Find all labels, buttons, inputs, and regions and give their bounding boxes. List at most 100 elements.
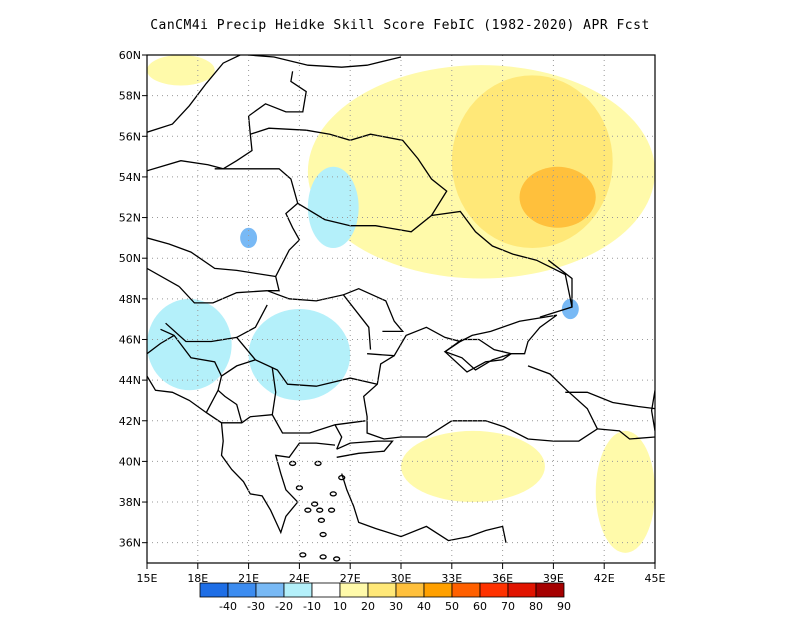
boundary-line [336, 440, 394, 458]
colorbar-swatch [199, 582, 229, 598]
island-outline [338, 475, 346, 481]
colorbar-label: 50 [445, 600, 459, 613]
island-outline [317, 517, 326, 523]
boundary-line [214, 168, 301, 292]
boundary-line [147, 267, 180, 288]
colorbar-label: -30 [247, 600, 265, 613]
colorbar-swatch [255, 582, 285, 598]
island-outline [333, 556, 341, 562]
latitude-tick-label: 58N [119, 90, 141, 103]
colorbar-swatch [311, 582, 341, 598]
colorbar-label: 20 [361, 600, 375, 613]
latitude-tick-label: 48N [119, 293, 141, 306]
latitude-tick-label: 38N [119, 496, 141, 509]
island-outline [329, 491, 337, 497]
island-outline [319, 531, 327, 538]
boundary-line [221, 414, 273, 424]
boundary-line [650, 390, 655, 432]
colorbar-label: -20 [275, 600, 293, 613]
colorbar-swatch [423, 582, 453, 598]
latitude-tick-label: 60N [119, 49, 141, 62]
boundary-line [248, 55, 402, 68]
skill-score-shading [147, 55, 655, 553]
latitude-tick-label: 42N [119, 415, 141, 428]
boundary-line [266, 290, 372, 350]
boundary-line [217, 389, 243, 423]
positive-skill-region [519, 166, 596, 228]
island-outline [314, 460, 322, 467]
latitude-axis: 36N 38N 40N 42N 44N 46N 48N 50N 52N 54N 56N 58N 60N [119, 49, 147, 550]
island-outline [304, 507, 312, 513]
longitude-tick-label: 18E [187, 572, 208, 585]
boundary-line [160, 328, 223, 413]
colorbar-swatch [479, 582, 509, 598]
negative-skill-region [240, 227, 258, 249]
colorbar-label: 30 [389, 600, 403, 613]
colorbar-label: 60 [473, 600, 487, 613]
longitude-tick-label: 45E [645, 572, 666, 585]
colorbar-label: -10 [303, 600, 321, 613]
negative-skill-region [307, 166, 359, 249]
island-outline [295, 485, 304, 491]
colorbar-swatch [451, 582, 481, 598]
island-outline [288, 460, 297, 467]
boundary-line [341, 473, 507, 543]
longitude-tick-label: 36E [492, 572, 513, 585]
colorbar-swatch [227, 582, 257, 598]
colorbar-swatch [507, 582, 537, 598]
boundary-line [147, 71, 307, 172]
colorbar-label: 10 [333, 600, 347, 613]
colorbar-label: 40 [417, 600, 431, 613]
boundary-line [343, 287, 405, 333]
negative-skill-region [561, 298, 579, 320]
longitude-axis: 15E 18E 21E 24E 27E 30E 33E 36E 39E 42E 45E [137, 563, 666, 585]
boundary-line [297, 202, 573, 318]
latitude-tick-label: 44N [119, 374, 141, 387]
coastlines-and-borders [147, 55, 655, 562]
colorbar-swatch [395, 582, 425, 598]
boundary-line [334, 424, 343, 450]
longitude-tick-label: 27E [340, 572, 361, 585]
negative-skill-region [147, 298, 232, 391]
boundary-line [178, 286, 268, 304]
longitude-tick-label: 24E [289, 572, 310, 585]
colorbar-label: 90 [557, 600, 571, 613]
boundary-line [221, 359, 256, 377]
colorbar-swatch [283, 582, 313, 598]
latitude-tick-label: 46N [119, 333, 141, 346]
boundary-line [147, 375, 336, 535]
boundary-line [147, 334, 175, 355]
latitude-tick-label: 54N [119, 171, 141, 184]
latitude-tick-label: 56N [119, 130, 141, 143]
positive-skill-region [147, 55, 215, 86]
longitude-tick-label: 15E [137, 572, 158, 585]
colorbar-swatch [339, 582, 369, 598]
positive-skill-region [451, 75, 613, 249]
longitude-tick-label: 33E [441, 572, 462, 585]
boundary-line [597, 428, 655, 440]
boundary-line [306, 129, 448, 216]
boundary-line [362, 355, 599, 442]
boundary-line [250, 127, 307, 135]
map-title: CanCM4i Precip Heidke Skill Score FebIC … [150, 18, 650, 33]
island-outline [310, 501, 319, 507]
boundary-line [165, 304, 268, 343]
boundary-line [147, 237, 276, 278]
longitude-tick-label: 42E [594, 572, 615, 585]
colorbar-label: 80 [529, 600, 543, 613]
colorbar-label: -40 [219, 600, 237, 613]
colorbar: -40 -30 -20 -10 10 20 30 40 50 60 70 80 90 [199, 582, 571, 613]
colorbar-swatch [367, 582, 397, 598]
longitude-tick-label: 21E [238, 572, 259, 585]
latitude-tick-label: 50N [119, 252, 141, 265]
colorbar-label: 70 [501, 600, 515, 613]
island-outline [299, 552, 307, 558]
longitude-tick-label: 30E [391, 572, 412, 585]
latitude-tick-label: 40N [119, 455, 141, 468]
colorbar-swatch [535, 582, 565, 598]
longitude-tick-label: 39E [543, 572, 564, 585]
boundary-line [565, 391, 655, 410]
island-outline [327, 507, 336, 513]
positive-skill-region [595, 430, 655, 553]
positive-skill-region [401, 430, 545, 503]
